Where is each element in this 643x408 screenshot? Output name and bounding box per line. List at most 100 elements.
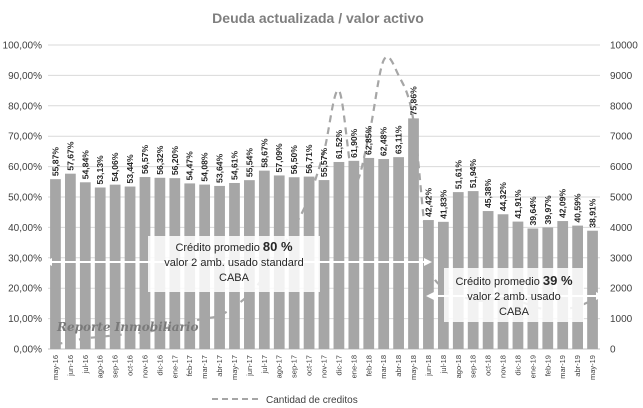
- bar: [318, 180, 330, 349]
- data-labels: 55,87% 57,67% 54,84% 53,13% 54,06% 53,44% 56,5…: [50, 86, 597, 228]
- x-category-label: abr-17: [215, 355, 224, 377]
- bar: [587, 230, 598, 349]
- bar-value-label: 55,54%: [244, 148, 254, 178]
- x-category-label: abr-19: [573, 355, 582, 377]
- bar-value-label: 54,08%: [200, 152, 210, 182]
- bar: [109, 184, 121, 349]
- x-axis-categories: may-16 jun-16 jul-16 ago-16 sep-16 oct-16 nov-…: [51, 355, 597, 380]
- y-left-tick-label: 10,00%: [8, 314, 42, 325]
- x-category-label: jun-18: [424, 355, 433, 377]
- bar-value-label: 38,91%: [588, 198, 598, 228]
- x-category-label: mar-18: [379, 355, 388, 379]
- bar: [124, 186, 136, 349]
- bar-value-label: 55,87%: [50, 147, 60, 177]
- x-category-label: mar-19: [558, 355, 567, 379]
- x-category-label: dic-17: [334, 355, 343, 375]
- x-category-label: oct-17: [305, 355, 314, 376]
- x-category-label: ago-17: [275, 355, 284, 378]
- x-category-label: abr-18: [394, 355, 403, 377]
- bar: [50, 179, 61, 349]
- bar: [378, 159, 390, 349]
- y-left-tick-label: 50,00%: [8, 193, 42, 204]
- annotation-1-line2: valor 2 amb. usado standard: [164, 257, 303, 269]
- y-left-tick-label: 90,00%: [8, 71, 42, 82]
- y-right-tick-label: 3000: [610, 253, 633, 264]
- y-axis-left: 0,00% 10,00% 20,00% 30,00% 40,00% 50,00% 60,00…: [3, 41, 43, 356]
- y-left-tick-label: 80,00%: [8, 101, 42, 112]
- annotation-1-arrow-left-icon: [44, 258, 52, 266]
- legend: Cantidad de creditos: [212, 395, 358, 406]
- y-left-tick-label: 20,00%: [8, 284, 42, 295]
- bar-value-label: 39,64%: [528, 196, 538, 226]
- bar-value-label: 53,64%: [215, 153, 225, 183]
- bar: [393, 157, 404, 349]
- bar-value-label: 61,52%: [334, 129, 344, 159]
- annotation-1-arrow-right-icon: [424, 258, 432, 266]
- legend-label: Cantidad de creditos: [266, 395, 358, 406]
- bar-value-label: 41,91%: [513, 189, 523, 219]
- bar-value-label: 42,09%: [558, 189, 568, 219]
- y-right-tick-label: 9000: [610, 71, 633, 82]
- x-category-label: dic-16: [155, 355, 164, 375]
- y-left-tick-label: 100,00%: [3, 41, 43, 52]
- x-category-label: oct-18: [484, 355, 493, 376]
- bar-value-label: 54,06%: [110, 152, 120, 182]
- y-left-tick-label: 60,00%: [8, 162, 42, 173]
- y-left-tick-label: 70,00%: [8, 132, 42, 143]
- x-category-label: jul-17: [260, 355, 269, 374]
- x-category-label: nov-16: [140, 355, 149, 378]
- x-category-label: may-17: [230, 355, 239, 380]
- x-category-label: mar-17: [200, 355, 209, 379]
- x-category-label: oct-16: [126, 355, 135, 376]
- bar-value-label: 54,61%: [229, 150, 239, 180]
- bar-value-label: 44,32%: [498, 182, 508, 212]
- bar-value-label: 51,94%: [468, 159, 478, 189]
- x-category-label: may-18: [409, 355, 418, 380]
- annotation-box-2: Crédito promedio 39 % valor 2 amb. usado…: [426, 268, 604, 322]
- annotation-2-arrow-left-icon: [426, 292, 434, 300]
- bar-value-label: 51,61%: [453, 160, 463, 190]
- bar: [333, 161, 345, 349]
- annotation-box-1: Crédito promedio 80 % valor 2 amb. usado…: [44, 236, 432, 292]
- y-right-tick-label: 5000: [610, 193, 633, 204]
- x-category-label: may-16: [51, 355, 60, 380]
- bar-value-label: 58,67%: [259, 138, 269, 168]
- y-left-tick-label: 0,00%: [14, 345, 42, 356]
- x-category-label: nov-18: [499, 355, 508, 378]
- y-right-tick-label: 2000: [610, 284, 633, 295]
- annotation-1-line3: CABA: [219, 272, 250, 284]
- watermark-logo: Reporte Inmobiliario: [56, 320, 198, 334]
- bar-value-label: 54,84%: [80, 150, 90, 180]
- bar-value-label: 56,71%: [304, 144, 314, 174]
- bar-value-label: 75,86%: [409, 86, 419, 116]
- annotation-2-line3: CABA: [499, 306, 530, 318]
- bar: [423, 220, 434, 349]
- bar-value-label: 41,83%: [438, 189, 448, 219]
- x-category-label: ene-18: [349, 355, 358, 378]
- bar: [79, 182, 91, 349]
- bar: [348, 160, 360, 349]
- annotation-2-line1: Crédito promedio 39 %: [455, 273, 573, 288]
- bar: [408, 118, 419, 350]
- bar-value-label: 42,42%: [423, 188, 433, 218]
- bar-value-label: 62,48%: [379, 127, 389, 157]
- x-category-label: nov-17: [320, 355, 329, 378]
- x-category-label: ago-16: [96, 355, 105, 378]
- bar-value-label: 57,67%: [65, 141, 75, 171]
- y-right-tick-label: 1000: [610, 314, 633, 325]
- y-left-tick-label: 40,00%: [8, 223, 42, 234]
- bar-value-label: 57,09%: [274, 143, 284, 173]
- bar-value-label: 63,11%: [394, 125, 404, 154]
- bar-value-label: 55,57%: [319, 148, 329, 178]
- x-category-label: feb-18: [364, 355, 373, 376]
- bar-value-label: 54,47%: [185, 151, 195, 181]
- annotation-2-arrow-right-icon: [596, 292, 604, 300]
- x-category-label: may-19: [588, 355, 597, 380]
- y-left-tick-label: 30,00%: [8, 253, 42, 264]
- x-category-label: ene-17: [170, 355, 179, 378]
- bar: [139, 177, 151, 349]
- x-category-label: sep-16: [111, 355, 120, 378]
- bar-value-label: 56,20%: [170, 146, 180, 176]
